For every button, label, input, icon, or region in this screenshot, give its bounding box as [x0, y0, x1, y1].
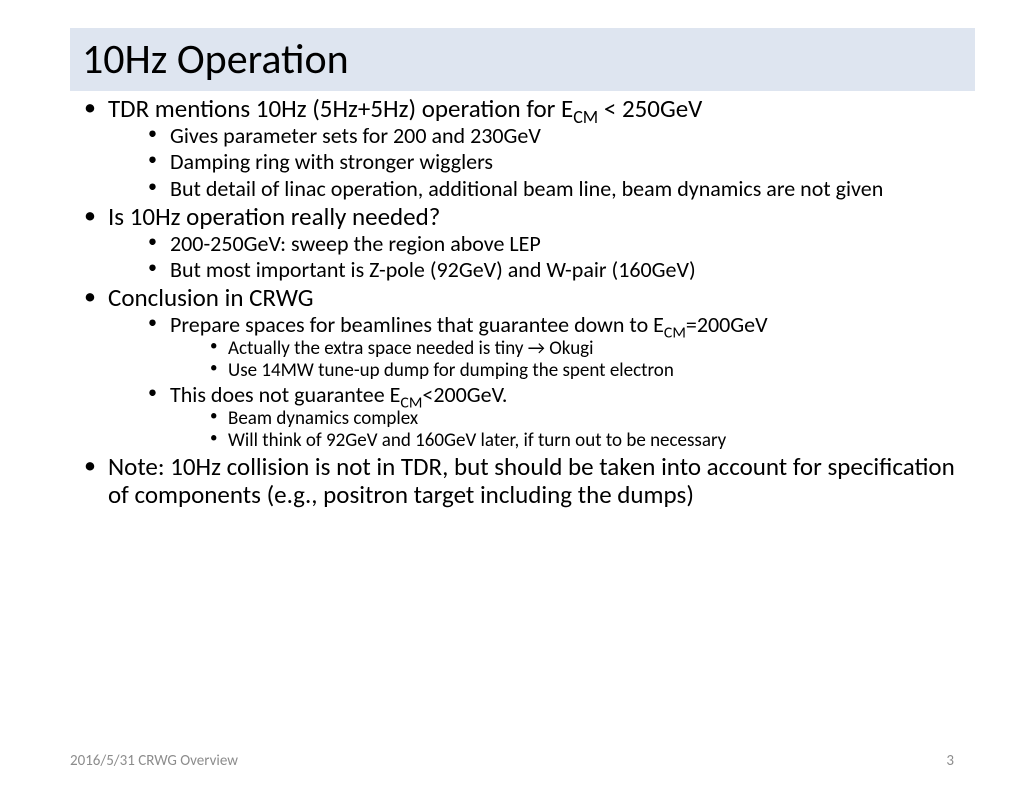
- bullet-text: TDR mentions 10Hz (5Hz+5Hz) operation fo…: [108, 93, 573, 124]
- slide-title: 10Hz Operation: [82, 34, 975, 85]
- bullet-lvl1: TDR mentions 10Hz (5Hz+5Hz) operation fo…: [80, 95, 964, 201]
- title-bar: 10Hz Operation: [70, 28, 975, 91]
- page-number: 3: [946, 752, 954, 770]
- bullet-lvl2: Prepare spaces for beamlines that guaran…: [144, 312, 964, 381]
- bullet-text: Prepare spaces for beamlines that guaran…: [170, 311, 664, 338]
- bullet-text: <200GeV.: [422, 381, 507, 408]
- bullet-lvl3: Beam dynamics complex: [206, 408, 964, 430]
- bullet-lvl3: Use 14MW tune-up dump for dumping the sp…: [206, 360, 964, 382]
- bullet-text: < 250GeV: [598, 93, 702, 124]
- content-area: TDR mentions 10Hz (5Hz+5Hz) operation fo…: [0, 91, 1024, 509]
- footer-date: 2016/5/31 CRWG Overview: [70, 752, 238, 770]
- bullet-lvl2: Gives parameter sets for 200 and 230GeV: [144, 123, 964, 148]
- footer: 2016/5/31 CRWG Overview 3: [70, 752, 954, 770]
- bullet-lvl2: 200-250GeV: sweep the region above LEP: [144, 231, 964, 256]
- bullet-lvl1: Note: 10Hz collision is not in TDR, but …: [80, 453, 964, 509]
- bullet-lvl3: Actually the extra space needed is tiny …: [206, 338, 964, 360]
- bullet-text: =200GeV: [686, 311, 768, 338]
- bullet-lvl2: This does not guarantee ECM<200GeV. Beam…: [144, 382, 964, 451]
- bullet-lvl1: Is 10Hz operation really needed? 200-250…: [80, 203, 964, 283]
- bullet-lvl1: Conclusion in CRWG Prepare spaces for be…: [80, 284, 964, 451]
- bullet-lvl2: But most important is Z-pole (92GeV) and…: [144, 257, 964, 282]
- bullet-lvl2: Damping ring with stronger wigglers: [144, 149, 964, 174]
- bullet-lvl2: But detail of linac operation, additiona…: [144, 176, 964, 201]
- slide: 10Hz Operation TDR mentions 10Hz (5Hz+5H…: [0, 28, 1024, 796]
- bullet-list: TDR mentions 10Hz (5Hz+5Hz) operation fo…: [80, 95, 964, 509]
- bullet-text: This does not guarantee E: [170, 381, 400, 408]
- bullet-lvl3: Will think of 92GeV and 160GeV later, if…: [206, 430, 964, 452]
